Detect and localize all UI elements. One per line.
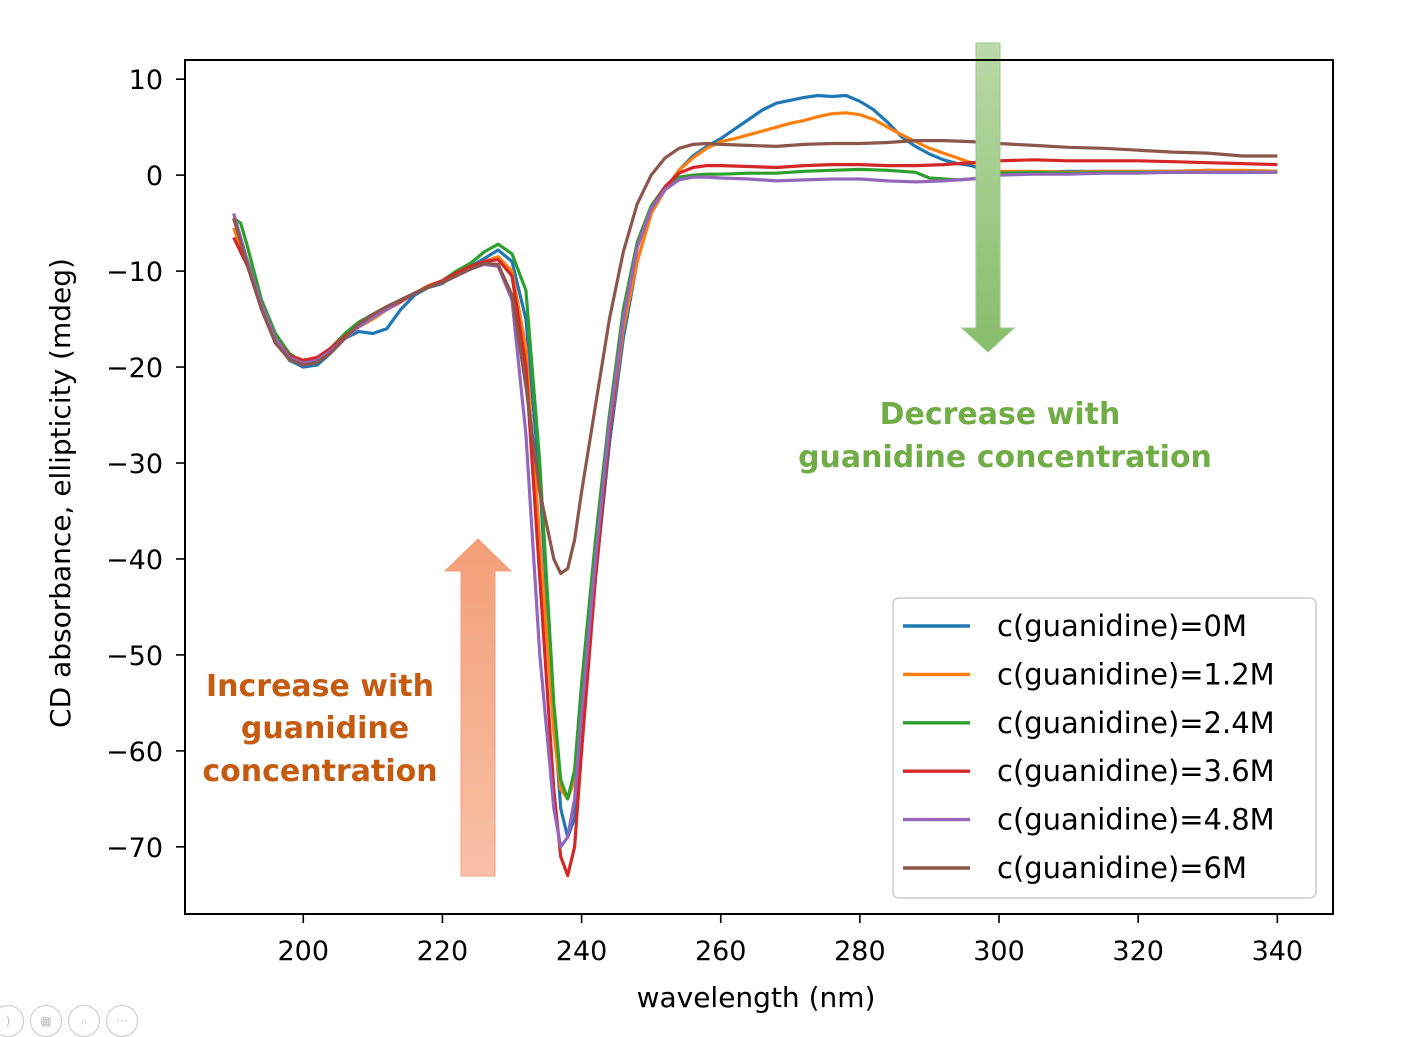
series-line-5 xyxy=(232,139,1278,575)
increase-annotation: Increase with guanidine concentration xyxy=(202,669,437,789)
y-tick-label: 10 xyxy=(129,65,163,96)
y-axis: 10 0 −10 −20 −30 −40 −50 −60 −70 xyxy=(106,65,185,864)
annotation-arrows xyxy=(443,538,513,877)
y-tick-label: −70 xyxy=(106,833,163,864)
decrease-arrow xyxy=(960,42,1016,353)
legend-label-1: c(guanidine)=1.2M xyxy=(997,657,1275,691)
x-tick-label: 260 xyxy=(695,936,747,967)
previous-icon[interactable]: ) xyxy=(0,1005,24,1037)
series-layer xyxy=(232,93,1278,878)
zoom-icon[interactable]: ⌕ xyxy=(68,1005,100,1037)
y-tick-label: −10 xyxy=(106,257,163,288)
legend: c(guanidine)=0M c(guanidine)=1.2M c(guanid… xyxy=(892,597,1317,899)
legend-label-3: c(guanidine)=3.6M xyxy=(997,754,1275,788)
increase-annotation-line-2: guanidine xyxy=(241,711,409,746)
x-tick-label: 340 xyxy=(1252,936,1304,967)
y-tick-label: −60 xyxy=(106,737,163,768)
x-axis-label: wavelength (nm) xyxy=(637,981,876,1014)
legend-label-0: c(guanidine)=0M xyxy=(997,609,1247,643)
layout-icon[interactable]: ▦ xyxy=(30,1005,62,1037)
y-tick-label: −40 xyxy=(106,545,163,576)
decrease-annotation-line-1: Decrease with xyxy=(880,397,1121,432)
x-axis: 200 220 240 260 280 300 320 340 xyxy=(278,914,1304,967)
decrease-annotation-line-2: guanidine concentration xyxy=(798,440,1212,475)
increase-annotation-line-3: concentration xyxy=(202,754,437,789)
x-tick-label: 280 xyxy=(834,936,886,967)
increase-arrow xyxy=(443,538,513,877)
decrease-annotation: Decrease with guanidine concentration xyxy=(798,397,1212,475)
series-line-4 xyxy=(232,170,1278,849)
y-tick-label: 0 xyxy=(146,161,163,192)
x-tick-label: 240 xyxy=(556,936,608,967)
more-icon[interactable]: ··· xyxy=(106,1005,138,1037)
legend-label-5: c(guanidine)=6M xyxy=(997,851,1247,885)
x-tick-label: 200 xyxy=(278,936,330,967)
y-tick-label: −50 xyxy=(106,641,163,672)
x-tick-label: 320 xyxy=(1112,936,1164,967)
viewer-toolbar: ) ▦ ⌕ ··· xyxy=(0,1005,138,1037)
y-axis-label: CD absorbance, ellipticity (mdeg) xyxy=(44,258,77,728)
legend-box xyxy=(892,597,1317,899)
annotation-arrows-top xyxy=(960,42,1016,353)
legend-label-4: c(guanidine)=4.8M xyxy=(997,803,1275,837)
plot-frame xyxy=(184,59,1334,915)
increase-annotation-line-1: Increase with xyxy=(206,669,434,704)
y-tick-label: −30 xyxy=(106,449,163,480)
legend-label-2: c(guanidine)=2.4M xyxy=(997,706,1275,740)
x-tick-label: 220 xyxy=(417,936,469,967)
x-tick-label: 300 xyxy=(973,936,1025,967)
y-tick-label: −20 xyxy=(106,353,163,384)
